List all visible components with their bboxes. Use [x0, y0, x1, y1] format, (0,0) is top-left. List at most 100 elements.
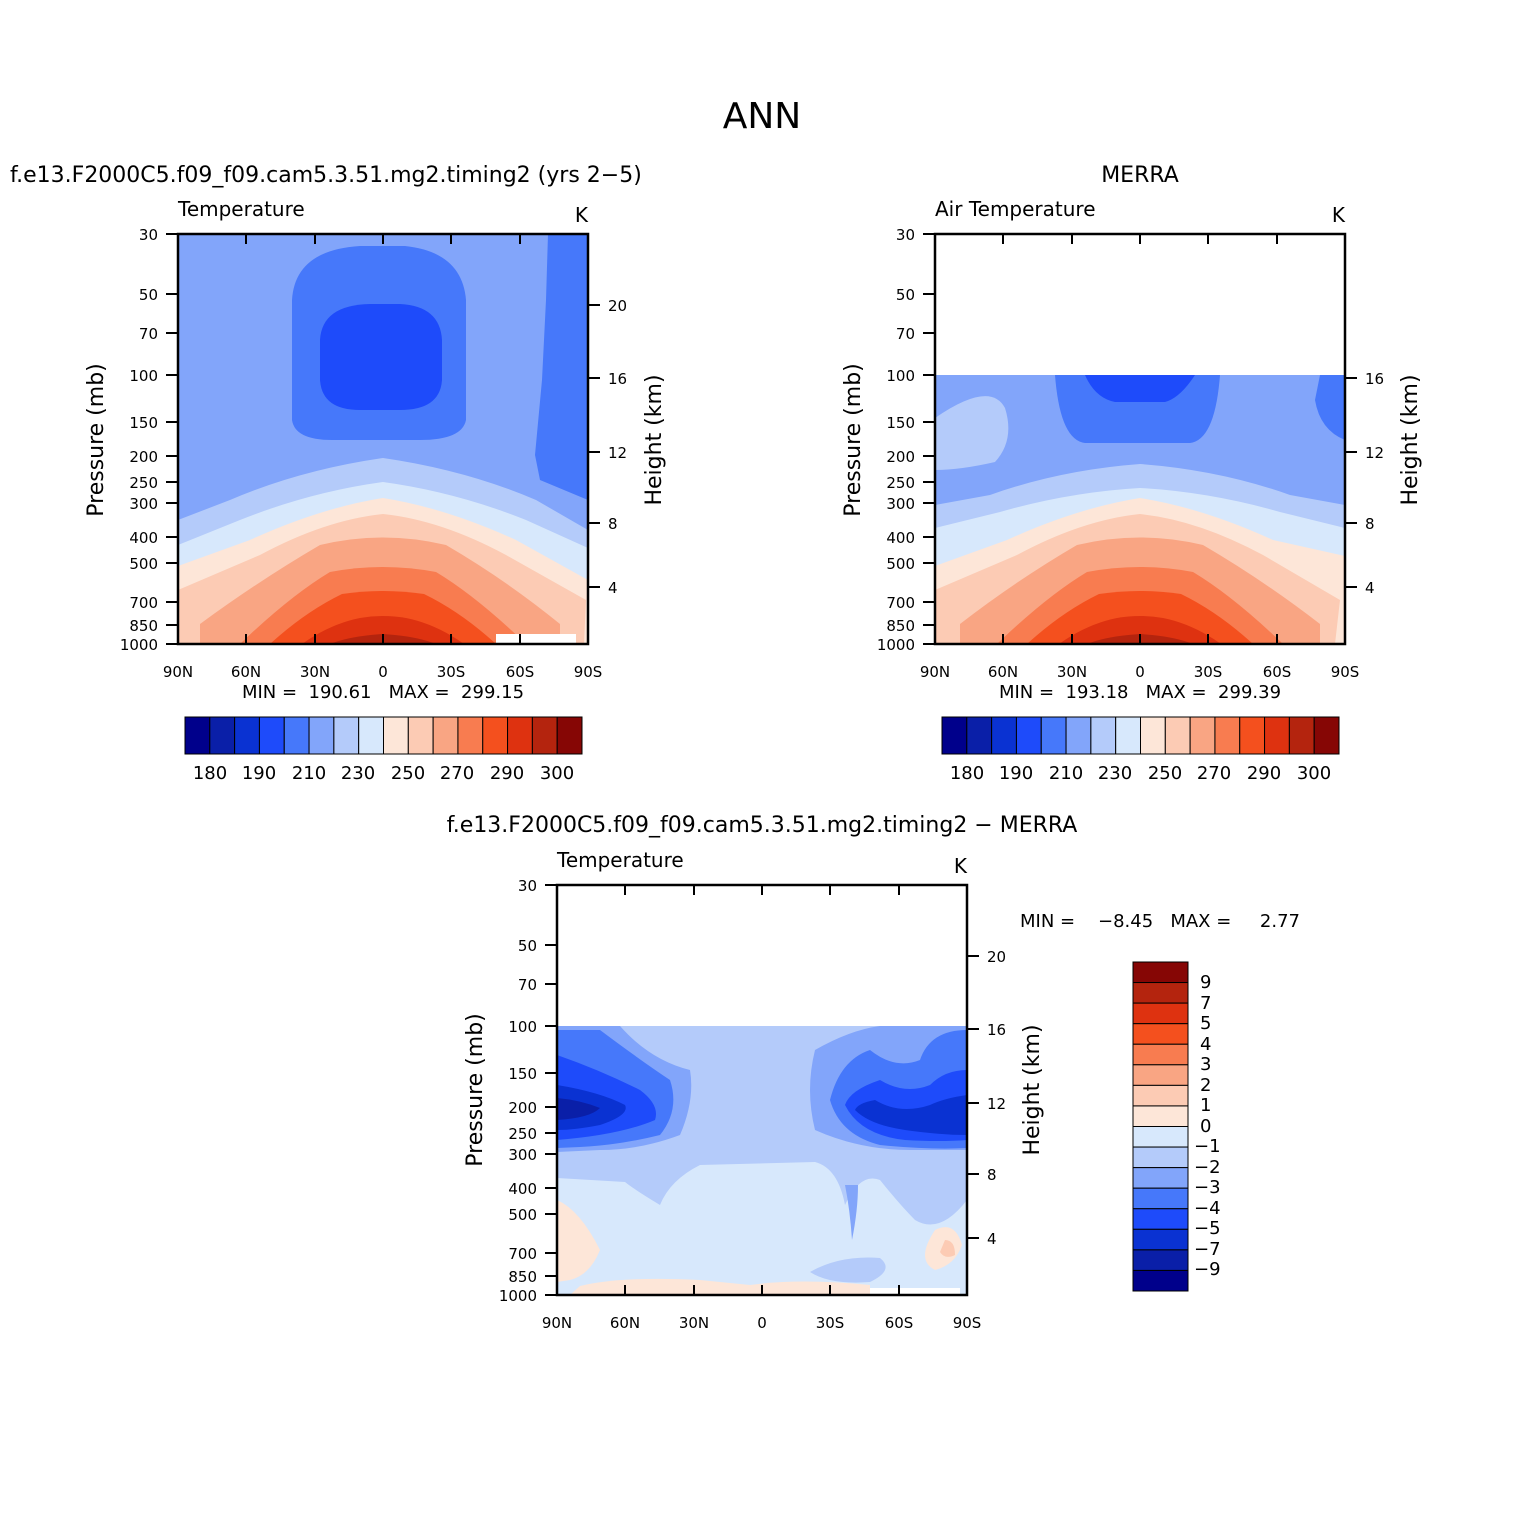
y2-axis-label: Height (km)	[1020, 1024, 1045, 1155]
colorbar-label: 290	[1247, 763, 1281, 784]
x-tick-label: 90N	[163, 663, 193, 681]
x-tick-label: 0	[757, 1314, 767, 1332]
x-tick-label: 90S	[1331, 663, 1360, 681]
colorbar-swatch	[1313, 716, 1340, 755]
colorbar-swatch	[941, 716, 968, 755]
y-tick-label: 100	[886, 367, 915, 385]
colorbar-label: 230	[341, 763, 375, 784]
colorbar-label: −2	[1194, 1157, 1221, 1178]
x-tick-label: 30S	[437, 663, 466, 681]
y-tick-label: 250	[886, 474, 915, 492]
colorbar-swatch	[1214, 716, 1241, 755]
colorbar-swatch	[1132, 1023, 1189, 1045]
colorbar-label: 230	[1098, 763, 1132, 784]
colorbar-labels: 180 190 210 230 250 270 290 300	[193, 763, 574, 784]
x-tick-label: 60N	[988, 663, 1018, 681]
x-tick-labels: 90N 60N 30N 0 30S 60S 90S	[920, 663, 1359, 681]
y-tick-label: 400	[129, 529, 158, 547]
y-tick-label: 50	[518, 937, 537, 955]
colorbar-label: 2	[1200, 1075, 1211, 1096]
panel-obs: MERRA Air Temperature K	[841, 163, 1423, 784]
colorbar-label: 250	[1148, 763, 1182, 784]
colorbar-swatch	[1132, 1167, 1189, 1189]
y-tick-label: 400	[886, 529, 915, 547]
y-tick-label: 100	[129, 367, 158, 385]
y-tick-label: 500	[129, 555, 158, 573]
colorbar-label: 9	[1200, 972, 1211, 993]
x-tick-label: 60S	[1263, 663, 1292, 681]
colorbar-label: 270	[1197, 763, 1231, 784]
colorbar-swatch	[333, 716, 360, 755]
min-max-stats: MIN = −8.45 MAX = 2.77	[1020, 911, 1300, 932]
colorbar-swatch	[457, 716, 484, 755]
colorbar-label: 3	[1200, 1054, 1211, 1075]
y-tick-label: 700	[508, 1245, 537, 1263]
x-tick-label: 30N	[1057, 663, 1087, 681]
y2-tick-label: 20	[987, 948, 1006, 966]
colorbar-swatch	[1132, 1228, 1189, 1251]
colorbar-label: 1	[1200, 1095, 1211, 1116]
colorbar-swatch	[1132, 1084, 1189, 1107]
y-ticks: 30 50 70 100 150 200 250 300 400 500 700…	[499, 877, 557, 1305]
y2-tick-label: 4	[987, 1230, 997, 1248]
y2-tick-label: 12	[987, 1095, 1006, 1113]
colorbar-swatch	[1132, 1249, 1189, 1271]
colorbar-swatch	[1164, 716, 1191, 755]
x-ticks	[177, 234, 589, 644]
colorbar-swatch	[1132, 1187, 1189, 1210]
colorbar-label: 180	[950, 763, 984, 784]
colorbar-label: 5	[1200, 1013, 1211, 1034]
x-ticks	[556, 885, 968, 1295]
colorbar	[941, 716, 1340, 755]
colorbar-swatch	[1132, 1208, 1189, 1230]
x-tick-label: 90N	[920, 663, 950, 681]
y-tick-label: 30	[896, 226, 915, 244]
panel-header: MERRA	[1101, 163, 1179, 188]
colorbar-swatch	[1090, 716, 1117, 755]
colorbar	[184, 716, 583, 755]
x-tick-label: 30N	[679, 1314, 709, 1332]
x-tick-label: 60S	[885, 1314, 914, 1332]
colorbar-swatch	[991, 716, 1017, 755]
y2-axis-label: Height (km)	[642, 374, 667, 505]
y-tick-label: 700	[886, 594, 915, 612]
colorbar-label: 210	[292, 763, 326, 784]
units-label: K	[954, 854, 968, 878]
colorbar-label: −5	[1194, 1218, 1221, 1239]
colorbar-label: −7	[1194, 1239, 1221, 1260]
units-label: K	[575, 203, 589, 227]
y-tick-label: 200	[886, 448, 915, 466]
y2-tick-label: 8	[608, 515, 618, 533]
colorbar-labels: 9 7 5 4 3 2 1 0 −1 −2 −3 −4 −5 −7 −9	[1194, 972, 1221, 1280]
colorbar-swatch	[1015, 716, 1042, 755]
y2-tick-label: 4	[1365, 579, 1375, 597]
colorbar-label: 300	[540, 763, 574, 784]
colorbar-swatch	[358, 716, 385, 755]
x-tick-label: 30N	[300, 663, 330, 681]
colorbar-swatch	[383, 716, 409, 755]
panel-header: f.e13.F2000C5.f09_f09.cam5.3.51.mg2.timi…	[10, 163, 642, 188]
colorbar-swatch	[1239, 716, 1266, 755]
colorbar-swatch	[432, 716, 459, 755]
y-tick-label: 500	[886, 555, 915, 573]
variable-label: Temperature	[556, 848, 684, 872]
x-tick-labels: 90N 60N 30N 0 30S 60S 90S	[542, 1314, 981, 1332]
colorbar-swatch	[1132, 1105, 1189, 1127]
x-tick-label: 0	[378, 663, 388, 681]
colorbar-swatch	[507, 716, 533, 755]
colorbar-label: 270	[440, 763, 474, 784]
colorbar-swatch	[1288, 716, 1315, 755]
y2-tick-label: 8	[987, 1166, 997, 1184]
colorbar-swatch	[966, 716, 993, 755]
y-tick-label: 30	[139, 226, 158, 244]
panel-difference: f.e13.F2000C5.f09_f09.cam5.3.51.mg2.timi…	[447, 813, 1300, 1332]
y2-axis-label: Height (km)	[1398, 374, 1423, 505]
colorbar-swatch	[1115, 716, 1141, 755]
y2-tick-label: 16	[1365, 370, 1384, 388]
colorbar-label: 190	[999, 763, 1033, 784]
y2-tick-label: 16	[608, 370, 627, 388]
y-tick-label: 300	[508, 1146, 537, 1164]
panel-header: f.e13.F2000C5.f09_f09.cam5.3.51.mg2.timi…	[447, 813, 1078, 838]
colorbar-swatch	[1132, 1064, 1189, 1086]
colorbar-swatch	[1132, 961, 1189, 984]
